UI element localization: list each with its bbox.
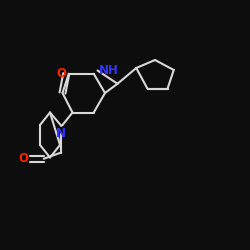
Text: N: N [56, 127, 66, 140]
Text: NH: NH [99, 64, 119, 77]
Text: O: O [19, 152, 29, 165]
Text: O: O [56, 67, 66, 80]
